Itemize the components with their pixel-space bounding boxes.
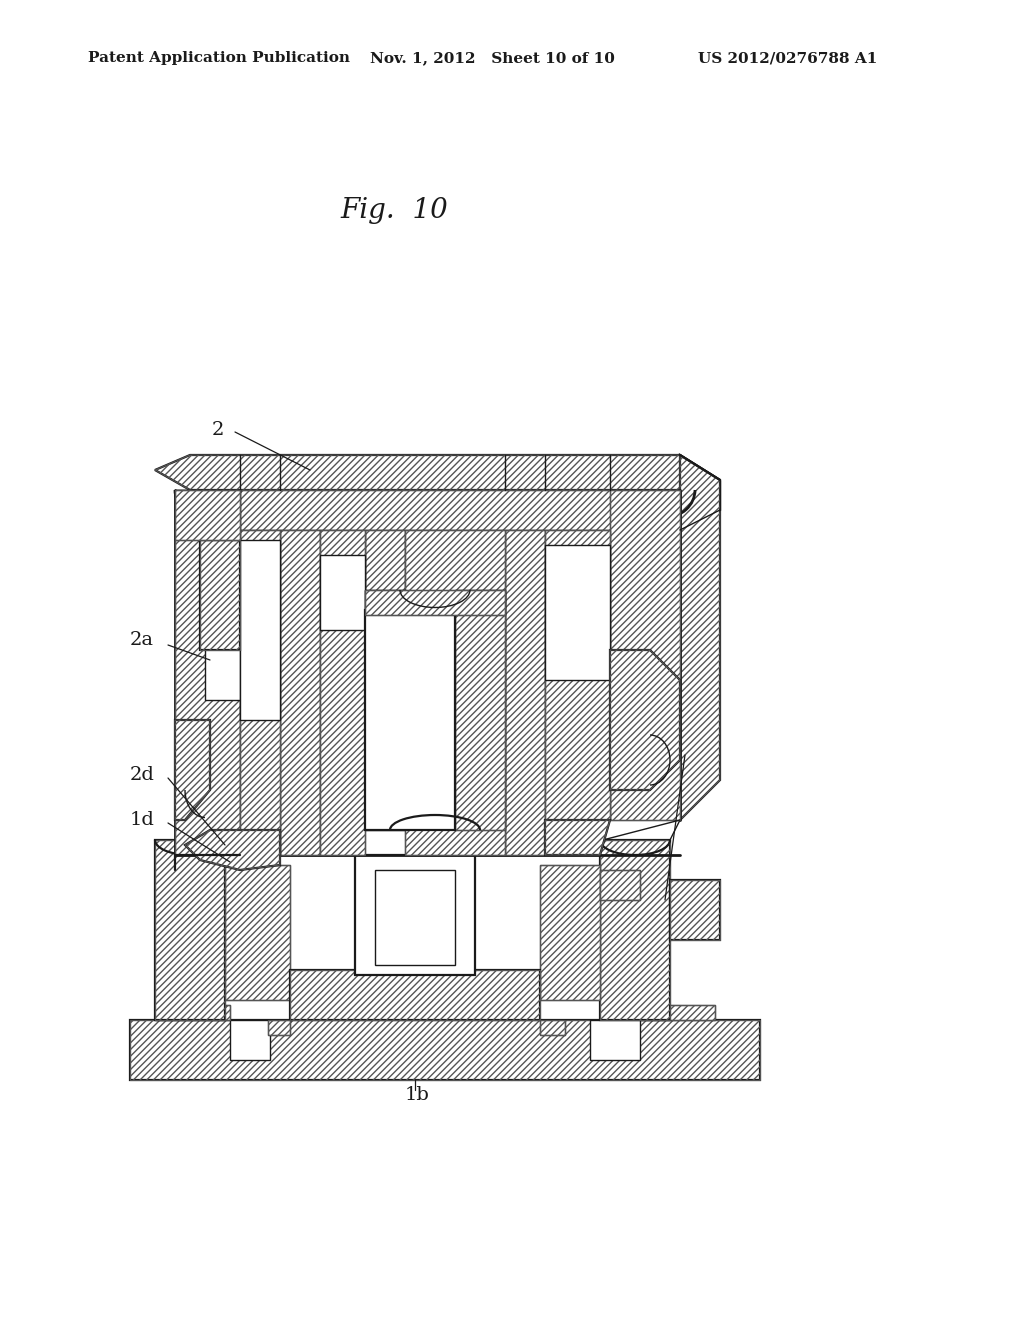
- Polygon shape: [545, 531, 610, 820]
- Polygon shape: [175, 490, 240, 855]
- Polygon shape: [365, 590, 505, 615]
- Polygon shape: [610, 490, 680, 820]
- Text: Patent Application Publication: Patent Application Publication: [88, 51, 350, 65]
- Polygon shape: [130, 1020, 760, 1080]
- Polygon shape: [540, 1020, 565, 1035]
- Polygon shape: [155, 455, 720, 490]
- Polygon shape: [268, 1020, 290, 1035]
- Polygon shape: [540, 865, 600, 1001]
- Polygon shape: [545, 820, 610, 855]
- Polygon shape: [375, 870, 455, 965]
- Polygon shape: [365, 610, 455, 830]
- Polygon shape: [185, 830, 280, 870]
- Polygon shape: [175, 490, 240, 540]
- Text: Fig.  10: Fig. 10: [340, 197, 447, 223]
- Polygon shape: [319, 531, 365, 855]
- Polygon shape: [280, 531, 319, 855]
- Polygon shape: [670, 880, 720, 940]
- Text: 1b: 1b: [406, 1086, 430, 1104]
- Polygon shape: [365, 590, 406, 830]
- Text: 2b: 2b: [620, 581, 645, 599]
- Polygon shape: [230, 1020, 270, 1060]
- Polygon shape: [355, 855, 475, 975]
- Polygon shape: [406, 640, 505, 855]
- Polygon shape: [290, 970, 540, 1020]
- Polygon shape: [600, 870, 640, 900]
- Text: 2a: 2a: [130, 631, 154, 649]
- Polygon shape: [610, 649, 680, 789]
- Polygon shape: [545, 545, 610, 680]
- Text: 1d: 1d: [130, 810, 155, 829]
- Text: Nov. 1, 2012   Sheet 10 of 10: Nov. 1, 2012 Sheet 10 of 10: [370, 51, 614, 65]
- Polygon shape: [600, 840, 670, 1020]
- Polygon shape: [590, 1020, 640, 1060]
- Polygon shape: [240, 531, 280, 855]
- Polygon shape: [365, 531, 406, 640]
- Polygon shape: [175, 490, 680, 531]
- Text: 1: 1: [675, 741, 687, 759]
- Polygon shape: [505, 531, 545, 855]
- Polygon shape: [319, 554, 365, 630]
- Polygon shape: [175, 719, 210, 820]
- Polygon shape: [200, 540, 240, 649]
- Polygon shape: [240, 540, 280, 719]
- Polygon shape: [205, 540, 240, 700]
- Polygon shape: [406, 531, 505, 640]
- Text: 2d: 2d: [130, 766, 155, 784]
- Polygon shape: [155, 1005, 230, 1020]
- Polygon shape: [225, 865, 290, 1001]
- Polygon shape: [640, 1005, 715, 1020]
- Polygon shape: [680, 455, 720, 820]
- Polygon shape: [455, 590, 505, 830]
- Polygon shape: [155, 840, 225, 1020]
- Text: US 2012/0276788 A1: US 2012/0276788 A1: [698, 51, 878, 65]
- Text: 2: 2: [212, 421, 224, 440]
